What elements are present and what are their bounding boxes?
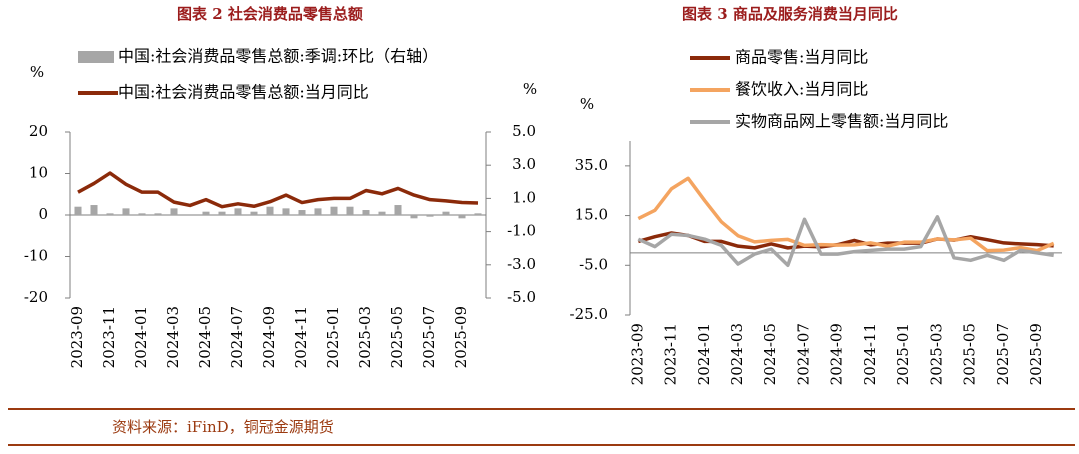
bar: [250, 211, 258, 215]
x-tick-label: 2025-05: [961, 323, 979, 385]
y-axis-unit: %: [580, 95, 594, 113]
x-tick-label: 2025-07: [994, 323, 1012, 385]
bar: [298, 210, 306, 215]
bar: [314, 208, 322, 215]
bar: [426, 215, 434, 217]
y2-tick-label: -5.0: [507, 288, 536, 306]
bar: [154, 213, 162, 215]
x-tick-label: 2025-07: [420, 306, 438, 368]
x-tick-label: 2023-09: [628, 323, 646, 385]
bar: [138, 213, 146, 215]
bar: [106, 213, 114, 215]
x-tick-label: 2024-11: [861, 323, 879, 385]
x-tick-label: 2024-11: [292, 306, 310, 368]
bar: [378, 211, 386, 215]
line: [77, 171, 479, 209]
y2-axis-unit: %: [523, 80, 537, 98]
x-tick-label: 2024-03: [164, 306, 182, 368]
chart-title: 图表 3 商品及服务消费当月同比: [682, 5, 898, 23]
x-tick-label: 2023-11: [100, 306, 118, 368]
bar: [330, 206, 338, 215]
bar: [122, 208, 130, 215]
chart-title: 图表 2 社会消费品零售总额: [177, 5, 363, 23]
bar: [202, 211, 210, 215]
y-tick-label: 35.0: [575, 156, 608, 174]
legend-label: 实物商品网上零售额:当月同比: [735, 112, 948, 131]
legend-label: 商品零售:当月同比: [735, 48, 868, 67]
y-tick-label: -5.0: [579, 255, 608, 273]
bar: [346, 206, 354, 215]
y2-tick-label: 5.0: [512, 122, 536, 140]
bar: [442, 211, 450, 215]
bar: [266, 206, 274, 215]
y-tick-label: -20: [24, 288, 48, 306]
source: 资料来源：iFinD，铜冠金源期货: [112, 418, 334, 436]
x-tick-label: 2024-09: [260, 306, 278, 368]
x-tick-label: 2025-01: [324, 306, 342, 368]
x-tick-label: 2025-09: [1027, 323, 1045, 385]
bar: [458, 215, 466, 219]
bar: [170, 208, 178, 215]
x-tick-label: 2024-01: [695, 323, 713, 385]
y2-tick-label: 1.0: [512, 188, 536, 206]
legend-swatch: [78, 51, 114, 63]
x-tick-label: 2024-09: [828, 323, 846, 385]
y2-tick-label: 3.0: [512, 155, 536, 173]
x-tick-label: 2025-05: [388, 306, 406, 368]
x-tick-label: 2024-07: [794, 323, 812, 385]
y-tick-label: 15.0: [575, 206, 608, 224]
bar: [394, 205, 402, 215]
x-tick-label: 2024-05: [196, 306, 214, 368]
x-tick-label: 2024-07: [228, 306, 246, 368]
legend-label: 中国:社会消费品零售总额:当月同比: [118, 83, 369, 102]
x-tick-label: 2023-11: [662, 323, 680, 385]
x-tick-label: 2025-01: [894, 323, 912, 385]
y-tick-label: 0: [38, 205, 48, 223]
x-tick-label: 2025-03: [356, 306, 374, 368]
bar: [362, 210, 370, 215]
y2-tick-label: -1.0: [507, 222, 536, 240]
line: [637, 176, 1055, 253]
x-tick-label: 2024-01: [132, 306, 150, 368]
x-tick-label: 2025-03: [927, 323, 945, 385]
y-axis-unit: %: [30, 63, 44, 81]
line: [637, 215, 1054, 268]
legend-label: 餐饮收入:当月同比: [735, 80, 868, 99]
bar: [218, 211, 226, 215]
bar: [474, 213, 482, 215]
y-tick-label: 20: [29, 122, 48, 140]
y2-tick-label: -3.0: [507, 255, 536, 273]
bar: [234, 208, 242, 215]
x-tick-label: 2023-09: [68, 306, 86, 368]
x-tick-label: 2024-03: [728, 323, 746, 385]
bar: [282, 208, 290, 215]
x-tick-label: 2024-05: [761, 323, 779, 385]
bar: [74, 206, 82, 215]
y-tick-label: -10: [24, 247, 48, 265]
legend-label: 中国:社会消费品零售总额:季调:环比（右轴）: [118, 47, 438, 66]
bar: [410, 215, 418, 219]
x-tick-label: 2025-09: [452, 306, 470, 368]
y-tick-label: -25.0: [570, 305, 608, 323]
bar: [90, 205, 98, 215]
y-tick-label: 10: [29, 164, 48, 182]
